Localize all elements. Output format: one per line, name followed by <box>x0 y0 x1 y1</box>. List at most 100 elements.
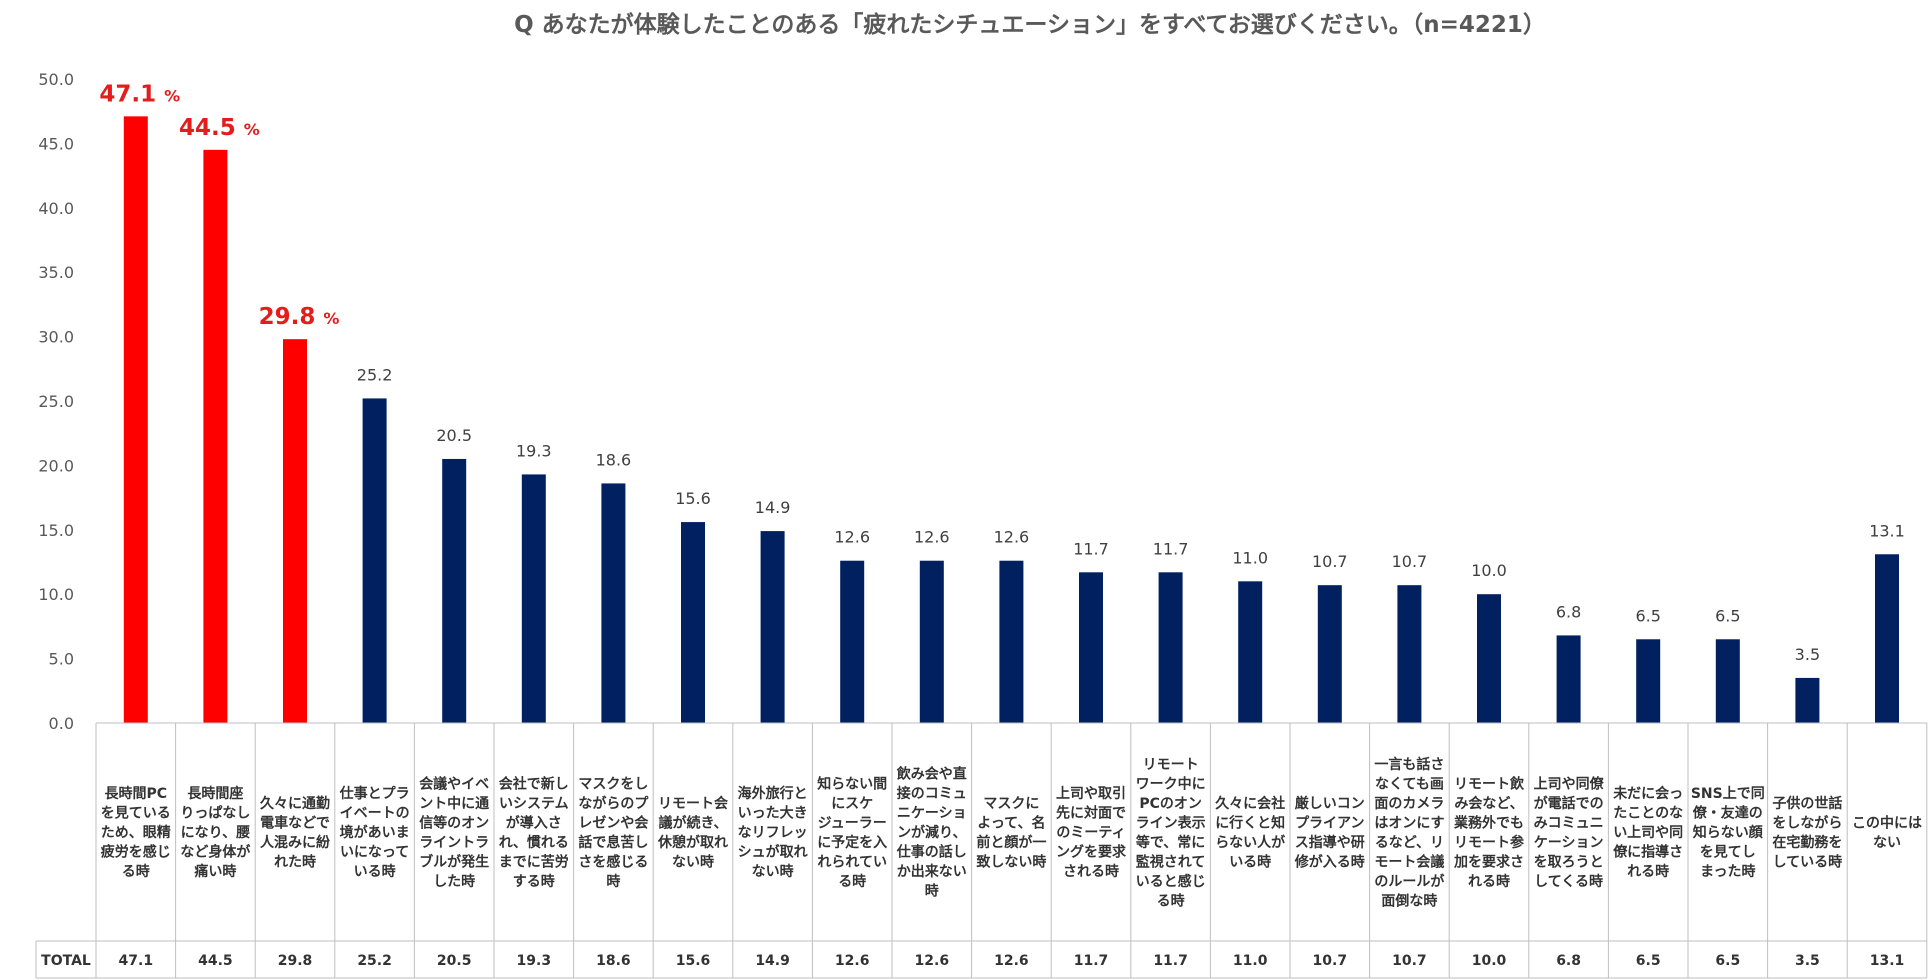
y-tick-label: 25.0 <box>38 392 74 411</box>
value-label: 25.2 <box>357 365 393 384</box>
category-label: 一言も話さなくても画面のカメラはオンにするなど、リモート会議のルールが面倒な時 <box>1374 756 1445 910</box>
table-total-value: 6.8 <box>1556 953 1581 969</box>
y-tick-label: 5.0 <box>49 650 74 669</box>
category-label: この中にはない <box>1852 814 1922 851</box>
chart-title: Q あなたが体験したことのある「疲れたシチュエーション」をすべてお選びください。… <box>514 11 1546 38</box>
y-tick-label: 30.0 <box>38 328 74 347</box>
table-total-value: 12.6 <box>835 953 870 969</box>
table-total-value: 25.2 <box>357 953 392 969</box>
table-total-value: 14.9 <box>755 953 790 969</box>
bar <box>442 458 467 723</box>
bar <box>521 474 546 723</box>
value-label: 15.6 <box>675 489 711 508</box>
table-total-value: 44.5 <box>198 953 233 969</box>
value-label: 14.9 <box>755 498 791 517</box>
bar <box>1158 572 1183 723</box>
bar <box>919 560 944 723</box>
bars <box>123 116 1899 724</box>
value-label: 18.6 <box>596 450 632 469</box>
value-label: 11.7 <box>1073 539 1109 558</box>
category-label: 長時間PC を見ているため、眼精疲労を感じる時 <box>101 785 171 880</box>
y-tick-label: 40.0 <box>38 199 74 218</box>
value-label: 3.5 <box>1795 645 1820 664</box>
table-total-value: 10.7 <box>1313 953 1348 969</box>
value-label: 10.7 <box>1312 552 1348 571</box>
value-label: 12.6 <box>994 528 1030 547</box>
table-row-label: TOTAL <box>41 953 91 969</box>
table-total-value: 6.5 <box>1636 953 1661 969</box>
bar <box>1715 639 1740 723</box>
category-label: 海外旅行といった大きなリフレッシュが取れない時 <box>738 785 808 880</box>
bar <box>1795 677 1820 723</box>
value-label: 12.6 <box>834 528 870 547</box>
category-label: 子供の世話をしながら在宅勤務をしている時 <box>1772 795 1842 871</box>
category-label: リモートワーク中に PCのオンライン表示等で、常に監視されていると感じる時 <box>1136 757 1206 910</box>
table-total-value: 12.6 <box>915 953 950 969</box>
category-label: 厳しいコンプライアンス指導や研修が入る時 <box>1294 795 1365 871</box>
bar <box>283 339 307 723</box>
category-label: リモート飲み会など、業務外でもリモート参加を要求される時 <box>1453 775 1525 890</box>
y-tick-label: 20.0 <box>38 456 74 475</box>
table-total-value: 12.6 <box>994 953 1029 969</box>
category-label: 上司や取引先に対面でのミーティングを要求される時 <box>1056 786 1127 880</box>
table-total-value: 6.5 <box>1715 953 1740 969</box>
value-label: 19.3 <box>516 441 552 460</box>
y-tick-label: 50.0 <box>38 70 74 89</box>
table-total-value: 11.7 <box>1153 953 1188 969</box>
category-label: マスクによって、名前と顔が一致しない時 <box>976 796 1046 871</box>
category-label: リモート会議が続き、休憩が取れない時 <box>657 795 729 871</box>
bar <box>1079 572 1103 723</box>
category-label: 長時間座りっぱなしになり、腰など身体が痛い時 <box>180 785 251 880</box>
bar <box>760 531 785 723</box>
bar <box>1397 585 1422 723</box>
value-label: 20.5 <box>436 426 472 445</box>
table-total-value: 11.0 <box>1233 953 1268 969</box>
table-total-value: 29.8 <box>278 953 313 969</box>
y-axis: 0.0 5.0 10.0 15.0 20.0 25.0 30.0 35.0 40.0 45.0 50… <box>38 70 74 733</box>
value-label: 11.0 <box>1232 548 1268 567</box>
category-label: 会社で新しいシステムが導入され、慣れるまでに苦労する時 <box>499 775 569 890</box>
bar <box>1238 581 1263 723</box>
bar <box>1477 594 1501 723</box>
value-labels: 47.1 % 44.5 % 29.8 % 25.2 20.5 19.3 18.6 15.6 14.9 1… <box>99 81 1904 664</box>
value-label: 12.6 <box>914 528 950 547</box>
y-tick-label: 35.0 <box>38 263 74 282</box>
category-label: 知らない間にスケジューラーに予定を入れられている時 <box>817 775 887 890</box>
bar <box>999 560 1024 723</box>
category-label: 久々に通勤電車などで人混みに紛れた時 <box>259 795 330 871</box>
value-label: 11.7 <box>1153 539 1189 558</box>
category-label: SNS上で同僚・友達の知らない顔を見てしまった時 <box>1691 786 1765 880</box>
data-table: TOTAL 長時間PC を見ているため、眼精疲労を感じる時 47.1 長時間座りっぱなし… <box>35 722 1928 979</box>
category-label: 会議やイベント中に通信等のオンライントラブルが発生した時 <box>419 775 489 890</box>
value-label: 6.5 <box>1715 606 1740 625</box>
table-total-value: 15.6 <box>676 953 711 969</box>
table-total-value: 18.6 <box>596 953 631 969</box>
value-label-highlight: 44.5% <box>179 115 260 141</box>
table-total-value: 11.7 <box>1074 953 1109 969</box>
table-total-value: 10.7 <box>1392 953 1427 969</box>
bar <box>203 149 228 724</box>
bar <box>601 483 626 723</box>
category-label: 仕事とプライベートの境があいまいになっている時 <box>339 785 410 880</box>
bar <box>1317 585 1342 723</box>
value-label: 10.7 <box>1392 552 1428 571</box>
table-total-value: 3.5 <box>1795 953 1820 969</box>
value-label: 13.1 <box>1869 521 1905 540</box>
bar <box>840 560 865 723</box>
category-label: 飲み会や直接のコミュニケーションが減り、仕事の話しか出来ない時 <box>896 766 967 900</box>
value-label-highlight: 47.1% <box>99 81 180 107</box>
table-total-value: 13.1 <box>1870 953 1905 969</box>
table-total-value: 47.1 <box>119 953 154 969</box>
y-tick-label: 0.0 <box>49 714 74 733</box>
value-label: 10.0 <box>1471 561 1507 580</box>
y-tick-label: 45.0 <box>38 134 74 153</box>
table-total-value: 20.5 <box>437 953 472 969</box>
bar <box>1636 639 1661 723</box>
table-total-value: 10.0 <box>1472 953 1507 969</box>
value-label-highlight: 29.8% <box>259 304 340 330</box>
bar <box>1875 554 1899 723</box>
y-tick-label: 15.0 <box>38 521 74 540</box>
category-label: マスクをしながらのプレゼンや会話で息苦しさを感じる時 <box>578 776 649 890</box>
y-tick-label: 10.0 <box>38 585 74 604</box>
